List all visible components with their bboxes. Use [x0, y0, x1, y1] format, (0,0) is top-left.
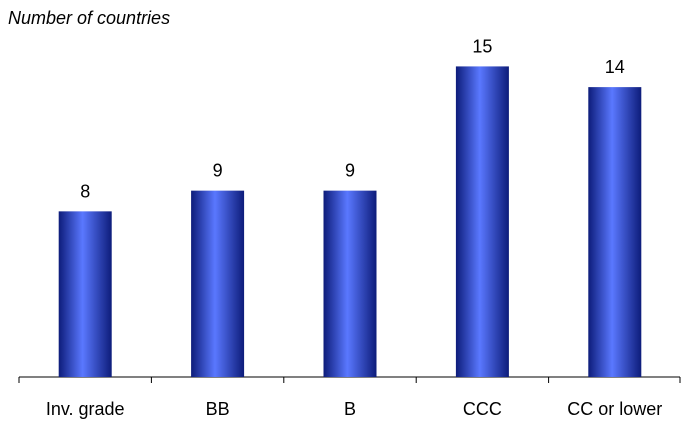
data-label: 8	[80, 181, 90, 201]
x-tick-label: CCC	[463, 399, 502, 419]
x-tick-label: Inv. grade	[46, 399, 125, 419]
bar	[324, 191, 377, 377]
x-tick-label: BB	[206, 399, 230, 419]
chart-title: Number of countries	[8, 8, 170, 29]
data-label: 9	[345, 161, 355, 181]
bar	[191, 191, 244, 377]
bar	[59, 211, 112, 377]
data-label: 15	[472, 36, 492, 56]
data-label: 14	[605, 57, 625, 77]
data-label: 9	[213, 161, 223, 181]
bar	[588, 87, 641, 377]
x-tick-label: CC or lower	[567, 399, 662, 419]
x-tick-label: B	[344, 399, 356, 419]
bar	[456, 66, 509, 377]
